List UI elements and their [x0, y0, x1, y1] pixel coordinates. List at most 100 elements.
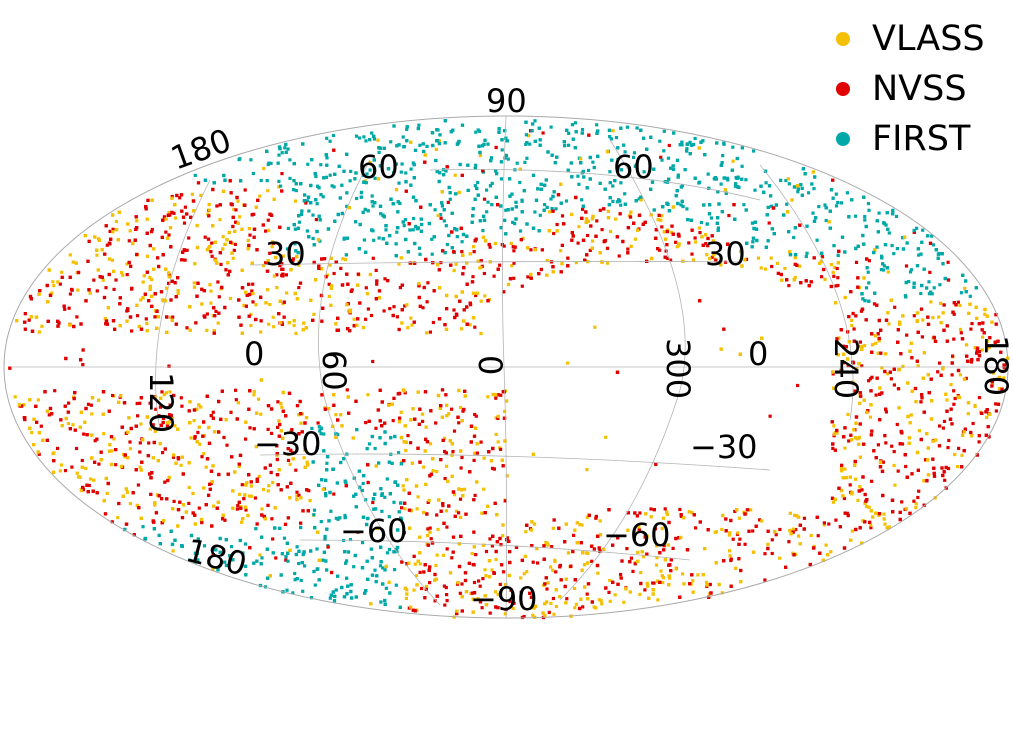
- data-point: [282, 536, 287, 540]
- data-point: [608, 135, 612, 139]
- data-point: [882, 512, 886, 516]
- data-point: [502, 570, 506, 574]
- data-point: [915, 226, 919, 230]
- data-point: [854, 477, 858, 481]
- data-point: [585, 468, 589, 472]
- data-point: [385, 477, 389, 481]
- data-point: [473, 451, 477, 455]
- data-point: [238, 215, 242, 219]
- data-point: [82, 432, 86, 436]
- data-point: [484, 574, 488, 578]
- data-point: [291, 257, 295, 261]
- data-point: [662, 544, 666, 548]
- data-point: [397, 181, 401, 185]
- data-point: [171, 549, 175, 553]
- data-point: [95, 253, 99, 257]
- data-point: [150, 198, 154, 202]
- data-point: [450, 556, 454, 560]
- data-point: [147, 441, 151, 445]
- data-point: [551, 568, 555, 572]
- data-point: [478, 584, 482, 588]
- data-point: [327, 294, 331, 298]
- data-point: [843, 295, 847, 300]
- data-point: [222, 435, 226, 440]
- data-point: [472, 580, 477, 585]
- data-point: [585, 592, 589, 596]
- data-point: [305, 229, 309, 233]
- data-point: [371, 500, 375, 505]
- data-point: [942, 419, 947, 423]
- data-point: [460, 419, 464, 423]
- data-point: [598, 519, 602, 523]
- data-point: [114, 463, 118, 467]
- data-point: [559, 182, 563, 186]
- data-point: [171, 315, 175, 319]
- data-point: [283, 146, 287, 150]
- data-point: [187, 236, 191, 240]
- data-point: [566, 551, 571, 555]
- data-point: [299, 421, 303, 425]
- data-point: [89, 477, 93, 481]
- data-point: [196, 430, 200, 435]
- data-point: [738, 537, 742, 541]
- source-points: [8, 119, 1010, 620]
- data-point: [343, 513, 347, 518]
- data-point: [401, 135, 405, 139]
- data-point: [357, 136, 362, 140]
- data-point: [190, 192, 194, 196]
- data-point: [488, 537, 492, 541]
- data-point: [442, 219, 446, 223]
- data-point: [829, 263, 834, 267]
- data-point: [438, 133, 442, 137]
- data-point: [408, 261, 412, 265]
- data-point: [297, 220, 301, 224]
- data-point: [60, 424, 64, 428]
- data-point: [392, 171, 396, 175]
- data-point: [611, 129, 615, 133]
- data-point: [735, 156, 739, 161]
- data-point: [66, 422, 70, 426]
- data-point: [638, 592, 642, 596]
- data-point: [836, 200, 840, 205]
- data-point: [928, 270, 932, 274]
- data-point: [384, 586, 388, 590]
- data-point: [961, 433, 965, 437]
- data-point: [127, 416, 131, 420]
- data-point: [277, 185, 281, 189]
- data-point: [275, 286, 279, 290]
- data-point: [847, 439, 851, 443]
- data-point: [472, 458, 476, 462]
- data-point: [430, 237, 434, 241]
- data-point: [63, 307, 67, 311]
- data-point: [668, 576, 672, 580]
- data-point: [766, 542, 770, 546]
- data-point: [125, 262, 129, 266]
- data-point: [842, 496, 846, 501]
- data-point: [391, 419, 395, 423]
- data-point: [749, 508, 753, 512]
- data-point: [179, 463, 183, 467]
- data-point: [981, 335, 985, 339]
- data-point: [606, 209, 610, 213]
- data-point: [635, 126, 639, 130]
- data-point: [596, 571, 600, 575]
- data-point: [892, 252, 896, 256]
- data-point: [376, 138, 380, 142]
- data-point: [264, 229, 268, 233]
- data-point: [209, 481, 213, 485]
- data-point: [259, 412, 263, 416]
- data-point: [581, 207, 585, 211]
- data-point: [361, 541, 365, 545]
- data-point: [787, 182, 791, 186]
- data-point: [697, 226, 701, 230]
- data-point: [860, 488, 864, 492]
- data-point: [276, 400, 280, 404]
- data-point: [241, 551, 245, 555]
- data-point: [92, 478, 96, 482]
- data-point: [443, 603, 447, 607]
- data-point: [802, 516, 806, 520]
- data-point: [868, 520, 872, 524]
- data-point: [212, 547, 216, 551]
- data-point: [87, 483, 91, 488]
- data-point: [958, 327, 963, 331]
